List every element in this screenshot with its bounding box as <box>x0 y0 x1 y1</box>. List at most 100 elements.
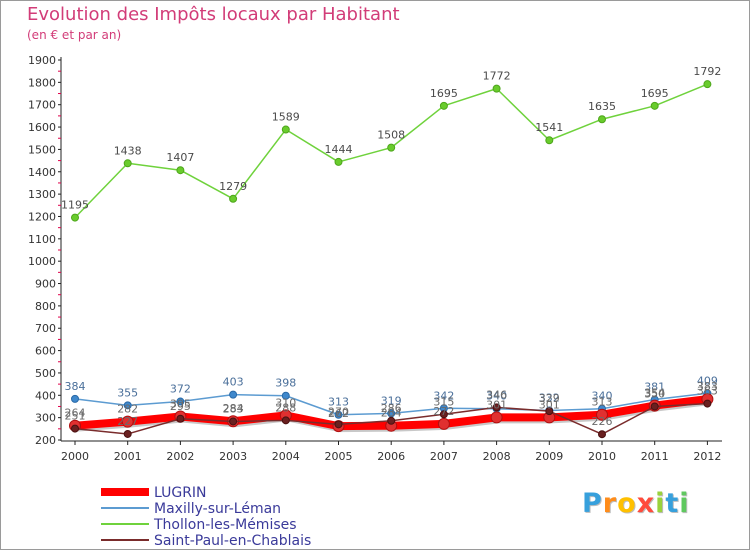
data-label-saint-paul-en-chablais: 363 <box>697 385 718 398</box>
data-point-saint-paul-en-chablais <box>387 416 396 425</box>
data-point-saint-paul-en-chablais <box>123 429 132 438</box>
data-point-maxilly-sur-leman <box>176 397 185 406</box>
y-tick-label: 1400 <box>28 166 56 179</box>
proxiti-logo: Proxiti <box>582 488 690 519</box>
chart-subtitle: (en € et par an) <box>27 28 122 42</box>
data-label-maxilly-sur-leman: 332 <box>539 391 560 404</box>
y-tick-label: 200 <box>35 434 56 447</box>
data-label-maxilly-sur-leman: 381 <box>644 381 665 394</box>
data-point-thollon-les-memises <box>229 194 238 203</box>
y-tick-label: 600 <box>35 345 56 358</box>
logo-letter: i <box>655 488 666 519</box>
data-point-thollon-les-memises <box>703 80 712 89</box>
data-point-saint-paul-en-chablais <box>281 416 290 425</box>
data-label-thollon-les-memises: 1695 <box>641 87 669 100</box>
data-labels: 384 355 372 403 398 313 319 342 340 332 340 381 409 1… <box>61 65 721 428</box>
legend-label-saint-paul-en-chablais: Saint-Paul-en-Chablais <box>154 533 311 549</box>
data-label-thollon-les-memises: 1195 <box>61 199 89 212</box>
x-tick-label: 2001 <box>114 450 142 463</box>
data-label-lugrin: 282 <box>117 403 138 416</box>
data-point-saint-paul-en-chablais <box>71 424 79 433</box>
data-point-saint-paul-en-chablais <box>492 403 501 412</box>
y-tick-label: 400 <box>35 389 56 402</box>
data-label-lugrin: 301 <box>539 398 560 411</box>
x-tick-label: 2004 <box>272 450 300 463</box>
x-tick-label: 2005 <box>325 450 353 463</box>
data-label-maxilly-sur-leman: 372 <box>170 383 191 396</box>
data-label-saint-paul-en-chablais: 226 <box>592 415 613 428</box>
data-point-thollon-les-memises <box>123 159 132 168</box>
data-label-maxilly-sur-leman: 342 <box>433 389 454 402</box>
data-label-saint-paul-en-chablais: 283 <box>223 402 244 415</box>
data-label-maxilly-sur-leman: 403 <box>223 376 244 389</box>
logo-letter: o <box>617 488 637 519</box>
y-tick-label: 900 <box>35 278 56 291</box>
data-point-thollon-les-memises <box>492 84 501 93</box>
data-point-maxilly-sur-leman <box>71 394 79 403</box>
data-point-saint-paul-en-chablais <box>703 399 712 408</box>
data-label-maxilly-sur-leman: 340 <box>592 390 613 403</box>
data-label-lugrin: 354 <box>644 387 665 400</box>
x-tick-label: 2000 <box>61 450 89 463</box>
logo-letter: r <box>602 488 618 519</box>
data-label-lugrin: 383 <box>697 380 718 393</box>
y-tick-label: 300 <box>35 412 56 425</box>
data-point-saint-paul-en-chablais <box>176 414 185 423</box>
data-label-lugrin: 313 <box>592 396 613 409</box>
logo-letter: t <box>665 488 680 519</box>
axes: 200 300 400 500 600 700 800 900 1000 1100 1200 1300… <box>28 54 722 463</box>
y-tick-label: 1900 <box>28 54 56 67</box>
y-tick-label: 500 <box>35 367 56 380</box>
data-label-maxilly-sur-leman: 313 <box>328 396 349 409</box>
data-label-thollon-les-memises: 1279 <box>219 180 247 193</box>
data-label-thollon-les-memises: 1444 <box>325 143 353 156</box>
data-point-saint-paul-en-chablais <box>229 417 238 426</box>
data-label-lugrin: 310 <box>275 396 296 409</box>
x-tick-label: 2002 <box>166 450 194 463</box>
x-tick-label: 2006 <box>377 450 405 463</box>
y-tick-label: 1200 <box>28 210 56 223</box>
legend-label-lugrin: LUGRIN <box>154 485 207 501</box>
data-label-maxilly-sur-leman: 355 <box>117 386 138 399</box>
x-tick-label: 2012 <box>693 450 721 463</box>
data-point-thollon-les-memises <box>545 136 554 145</box>
y-tick-label: 1700 <box>28 99 56 112</box>
data-label-thollon-les-memises: 1589 <box>272 111 300 124</box>
data-label-saint-paul-en-chablais: 350 <box>644 387 665 400</box>
data-point-saint-paul-en-chablais <box>439 410 448 419</box>
y-tick-label: 1600 <box>28 121 56 134</box>
y-tick-label: 1800 <box>28 76 56 89</box>
logo-letter: i <box>679 488 690 519</box>
y-tick-label: 800 <box>35 300 56 313</box>
data-label-maxilly-sur-leman: 384 <box>65 380 86 393</box>
data-point-maxilly-sur-leman <box>334 410 343 419</box>
data-point-maxilly-sur-leman <box>281 391 290 400</box>
data-point-lugrin <box>596 408 608 421</box>
data-point-thollon-les-memises <box>334 157 343 166</box>
data-label-lugrin: 272 <box>433 405 454 418</box>
data-label-maxilly-sur-leman: 398 <box>275 377 296 390</box>
data-label-thollon-les-memises: 1792 <box>693 65 721 78</box>
data-label-saint-paul-en-chablais: 251 <box>65 410 86 423</box>
data-label-saint-paul-en-chablais: 227 <box>117 415 138 428</box>
x-tick-label: 2011 <box>641 450 669 463</box>
data-label-thollon-les-memises: 1438 <box>114 144 142 157</box>
y-tick-label: 700 <box>35 322 56 335</box>
data-point-thollon-les-memises <box>281 125 290 134</box>
data-label-lugrin: 264 <box>65 407 86 420</box>
data-label-lugrin: 305 <box>170 398 191 411</box>
data-label-saint-paul-en-chablais: 315 <box>433 395 454 408</box>
data-label-saint-paul-en-chablais: 295 <box>170 400 191 413</box>
data-point-lugrin <box>490 411 503 424</box>
x-tick-label: 2003 <box>219 450 247 463</box>
data-point-maxilly-sur-leman <box>229 390 238 399</box>
x-tick-label: 2009 <box>535 450 563 463</box>
data-point-maxilly-sur-leman <box>123 401 132 410</box>
data-label-thollon-les-memises: 1541 <box>535 121 563 134</box>
data-label-lugrin: 264 <box>381 407 402 420</box>
data-label-thollon-les-memises: 1407 <box>166 151 194 164</box>
data-point-thollon-les-memises <box>650 101 659 110</box>
data-label-thollon-les-memises: 1635 <box>588 100 616 113</box>
